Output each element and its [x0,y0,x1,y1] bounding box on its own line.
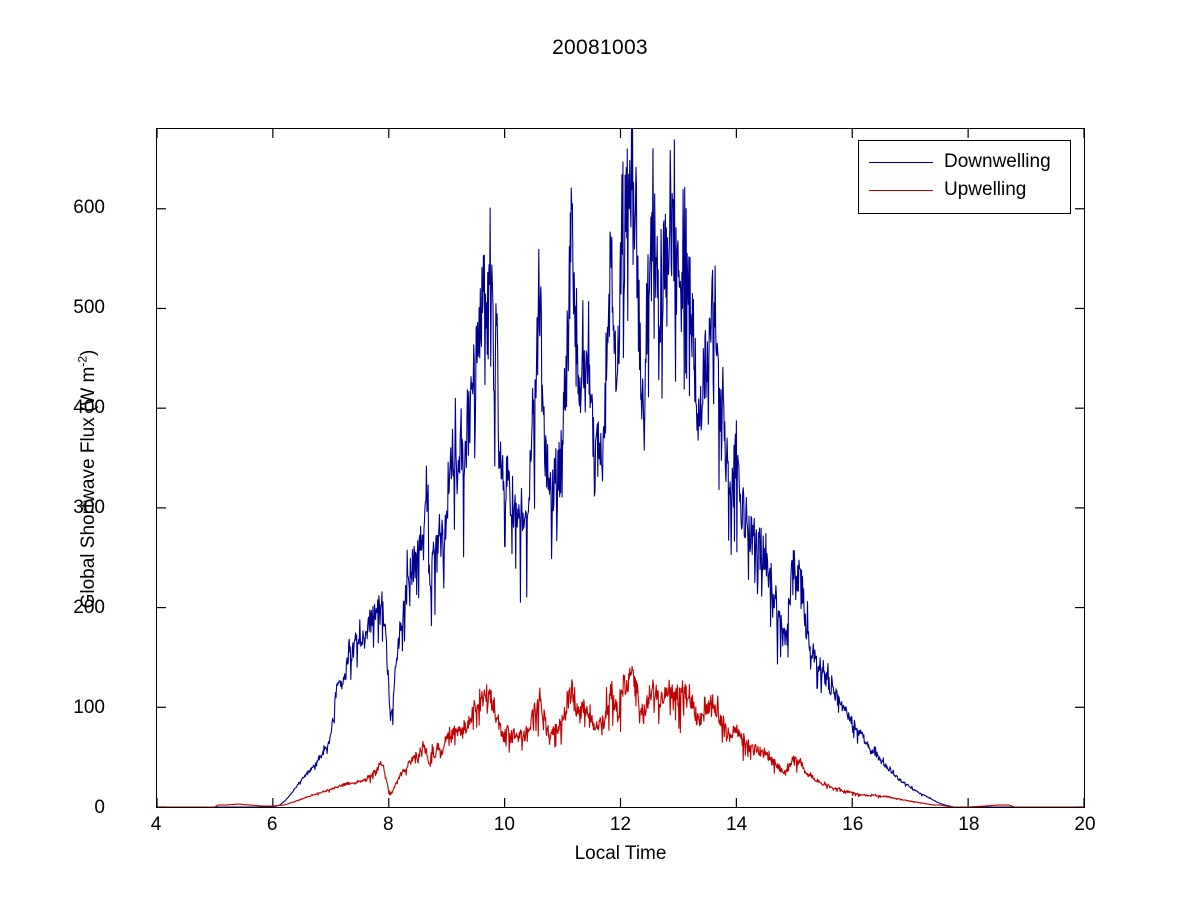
legend-item-upwelling[interactable]: Upwelling [859,176,1070,204]
x-tick-label: 6 [266,814,278,835]
y-tick-label: 600 [73,197,105,218]
y-axis-label-exponent: -2 [75,355,90,367]
legend-swatch-upwelling [869,189,933,191]
legend-item-downwelling[interactable]: Downwelling [859,148,1070,176]
x-axis-label: Local Time [574,843,667,864]
y-tick-label: 400 [73,397,105,418]
x-tick-label: 14 [726,814,748,835]
y-tick-label: 300 [73,497,105,518]
legend-swatch-downwelling [869,161,933,163]
legend: Downwelling Upwelling [858,140,1071,214]
x-tick-label: 12 [609,814,632,835]
x-tick-label: 10 [493,814,515,835]
x-tick-label: 4 [150,814,162,835]
series-line-downwelling [157,129,1084,807]
x-tick-label: 16 [842,814,864,835]
y-axis-label: Global Shortwave Flux (W m-2) [75,219,100,739]
x-tick-label: 20 [1074,814,1096,835]
y-tick-label: 100 [73,697,105,718]
y-axis-label-base: Global Shortwave Flux (W m [78,366,99,609]
page-title: 20081003 [552,36,648,59]
y-axis-label-tail: ) [78,349,99,356]
plot-svg [157,129,1084,807]
x-tick-label: 18 [958,814,980,835]
x-tick-label: 8 [382,814,394,835]
legend-label-upwelling: Upwelling [944,179,1027,200]
legend-label-downwelling: Downwelling [944,151,1051,172]
y-tick-label: 500 [73,297,105,318]
y-tick-label: 0 [94,797,105,818]
plot-area [156,128,1085,808]
series-line-upwelling [157,666,1084,807]
y-tick-label: 200 [73,597,105,618]
